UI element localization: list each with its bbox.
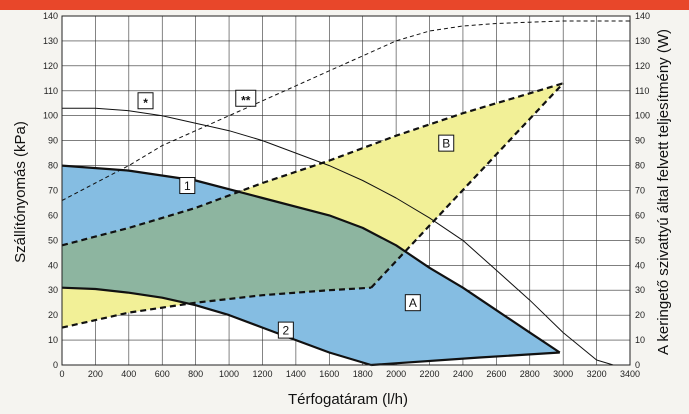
y2-axis-title: A keringető szivattyú által felvett telj… [655, 29, 672, 355]
curve-label-box [179, 177, 196, 195]
y2-tick-label: 0 [635, 360, 640, 370]
curve-label-text: * [143, 96, 148, 110]
curve-label-box [137, 92, 154, 110]
y-tick-label: 0 [53, 360, 58, 370]
regions [62, 83, 564, 365]
y-tick-label: 140 [43, 11, 58, 21]
y-tick-label: 50 [48, 235, 58, 245]
y-tick-labels: 0 10 20 30 40 50 60 70 80 90 100 110 120 130 140 [43, 11, 58, 370]
y2-tick-label: 120 [635, 61, 650, 71]
y-tick-label: 40 [48, 260, 58, 270]
y-tick-label: 10 [48, 335, 58, 345]
curve-label-text: 1 [184, 179, 191, 193]
curve-label: * [137, 92, 154, 110]
curve-labels: 12* **AB [137, 89, 455, 339]
curve-label: B [438, 134, 455, 152]
x-tick-label: 2400 [453, 369, 473, 379]
y-tick-label: 30 [48, 285, 58, 295]
y2-tick-label: 30 [635, 285, 645, 295]
y2-tick-label: 140 [635, 11, 650, 21]
plot-frame [61, 15, 631, 366]
y2-tick-label: 90 [635, 136, 645, 146]
series-line-5 [371, 351, 560, 367]
y2-tick-label: 80 [635, 161, 645, 171]
x-tick-label: 2000 [386, 369, 406, 379]
y-tick-label: 20 [48, 310, 58, 320]
x-tick-label: 1800 [353, 369, 373, 379]
x-tick-label: 1200 [252, 369, 272, 379]
x-tick-label: 1400 [286, 369, 306, 379]
x-tick-label: 200 [88, 369, 103, 379]
curve-label-box [438, 134, 455, 152]
y-tick-label: 130 [43, 36, 58, 46]
x-tick-labels: 0 200 400 600 800 1000 1200 1400 1600 1800 2000 220… [59, 369, 640, 379]
curve-label-text: 2 [283, 324, 290, 338]
y2-tick-label: 50 [635, 235, 645, 245]
curve-label-box [404, 294, 421, 312]
x-axis-title: Térfogatáram (l/h) [288, 391, 408, 408]
series-line-2 [61, 82, 564, 247]
y-tick-label: 90 [48, 136, 58, 146]
curve-label: ** [235, 89, 257, 107]
x-tick-label: 2200 [420, 369, 440, 379]
y2-tick-label: 100 [635, 111, 650, 121]
curve-label-box [277, 321, 294, 339]
x-tick-label: 1600 [319, 369, 339, 379]
curve-label: 1 [179, 177, 196, 195]
curve-label: A [404, 294, 421, 312]
y-tick-label: 60 [48, 210, 58, 220]
x-tick-label: 2800 [520, 369, 540, 379]
top-accent-bar [0, 0, 689, 10]
x-tick-label: 1000 [219, 369, 239, 379]
x-tick-label: 3200 [587, 369, 607, 379]
y-tick-label: 80 [48, 161, 58, 171]
curve-label-text: A [409, 296, 417, 310]
x-tick-label: 2600 [486, 369, 506, 379]
y2-tick-labels: 0 10 20 30 40 50 60 70 80 90 100 110 120 130 140 [635, 11, 650, 370]
x-tick-label: 800 [188, 369, 203, 379]
y2-tick-label: 70 [635, 186, 645, 196]
y2-tick-label: 130 [635, 36, 650, 46]
y2-tick-label: 10 [635, 335, 645, 345]
y-tick-label: 100 [43, 111, 58, 121]
series-line-4 [370, 82, 565, 289]
x-tick-label: 3000 [553, 369, 573, 379]
y-tick-label: 120 [43, 61, 58, 71]
curve-label-text: B [442, 137, 450, 151]
x-tick-label: 600 [155, 369, 170, 379]
curve-label-box [235, 89, 257, 107]
y-tick-label: 70 [48, 186, 58, 196]
y2-tick-label: 60 [635, 210, 645, 220]
series-line-1 [61, 286, 372, 367]
series-line-7 [61, 20, 630, 201]
y2-tick-label: 40 [635, 260, 645, 270]
curve-label: 2 [277, 321, 294, 339]
y-axis-title: Szállítónyomás (kPa) [12, 121, 29, 263]
curve-label-text: ** [241, 93, 251, 107]
x-tick-label: 3400 [620, 369, 640, 379]
y2-tick-label: 20 [635, 310, 645, 320]
y-tick-label: 110 [44, 86, 58, 96]
x-tick-label: 0 [59, 369, 64, 379]
x-tick-label: 400 [121, 369, 136, 379]
series-line-6 [62, 107, 614, 366]
y2-tick-label: 110 [635, 86, 649, 96]
